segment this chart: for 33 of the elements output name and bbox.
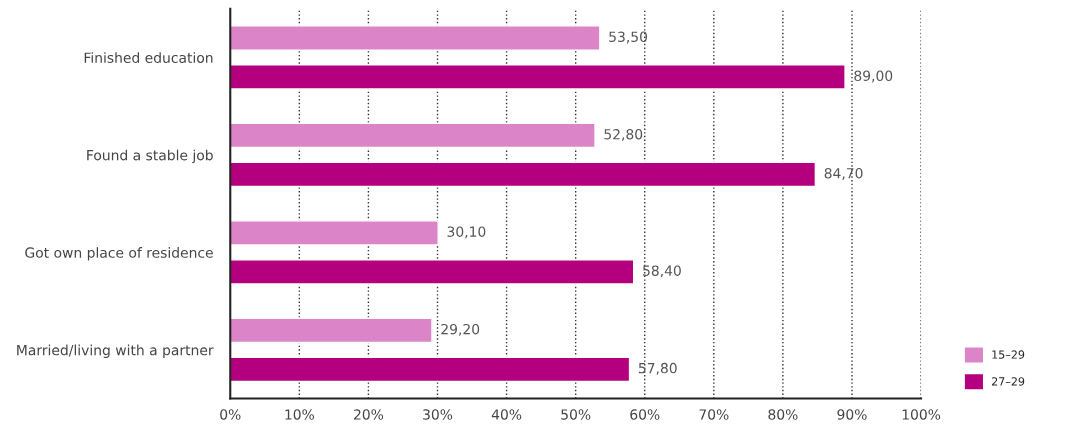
bar	[230, 122, 596, 149]
y-tick-label: Found a stable job	[87, 149, 213, 164]
bar	[230, 259, 635, 285]
x-tick-label: 80%	[768, 409, 798, 420]
bar	[230, 356, 631, 383]
data-label: 89,00	[854, 70, 893, 83]
legend-label: 15–29	[992, 350, 1025, 359]
x-tick-label: 10%	[285, 409, 315, 420]
bar	[230, 161, 817, 188]
data-label: 84,70	[824, 167, 863, 180]
bar	[230, 317, 433, 344]
x-tick-label: 30%	[423, 409, 453, 420]
bar	[230, 25, 601, 51]
data-label: 52,80	[604, 128, 643, 141]
data-label: 30,10	[447, 226, 486, 239]
x-tick-label: 50%	[561, 409, 591, 420]
data-label: 29,20	[441, 323, 480, 336]
bar	[230, 220, 439, 246]
x-tick-label: 40%	[491, 409, 522, 420]
data-label: 53,50	[609, 31, 648, 44]
x-tick-label: 0%	[220, 409, 241, 420]
x-tick-label: 60%	[630, 409, 660, 420]
y-tick-label: Got own place of residence	[25, 247, 213, 261]
x-tick-label: 90%	[837, 409, 867, 420]
data-label: 57,80	[638, 362, 677, 375]
bar	[230, 64, 846, 90]
x-tick-label: 20%	[354, 409, 384, 420]
x-tick-label: 100%	[902, 409, 941, 420]
y-tick-label: Married/living with a partner	[17, 344, 214, 359]
x-tick-label: 70%	[699, 409, 729, 420]
data-label: 58,40	[643, 265, 681, 278]
legend-label: 27–29	[991, 377, 1025, 386]
y-tick-label: Finished education	[84, 52, 213, 63]
